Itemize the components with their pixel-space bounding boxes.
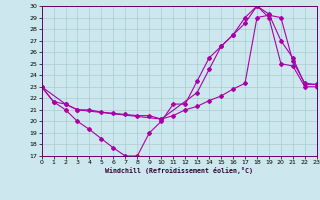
X-axis label: Windchill (Refroidissement éolien,°C): Windchill (Refroidissement éolien,°C) [105, 167, 253, 174]
